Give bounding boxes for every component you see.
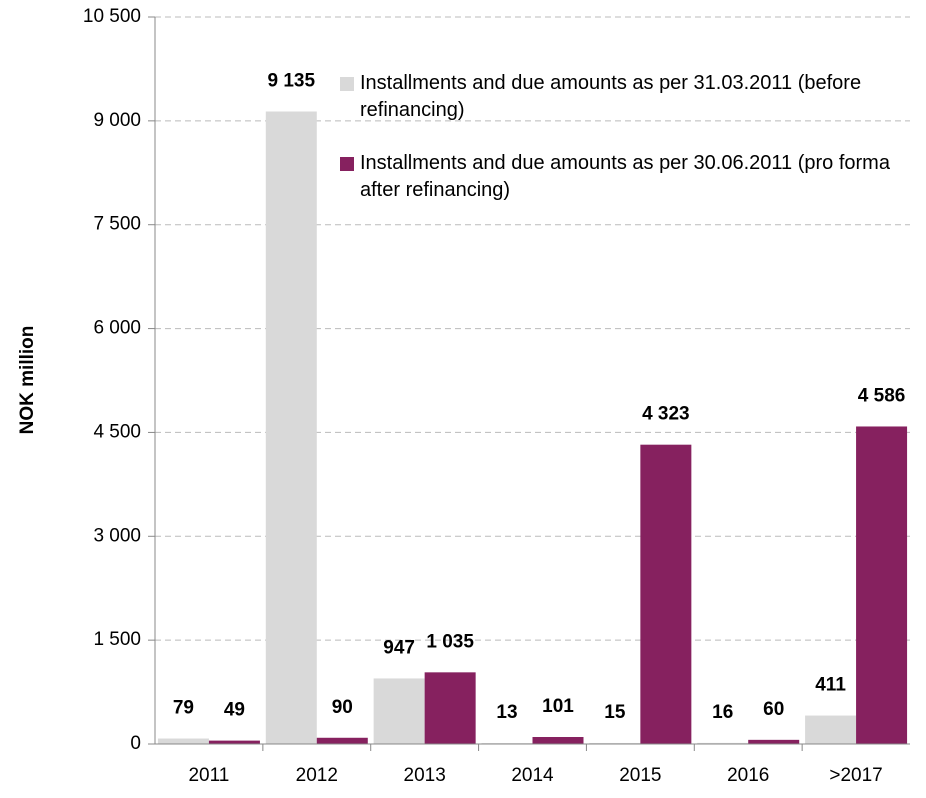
legend: Installments and due amounts as per 31.0… <box>340 70 900 230</box>
bar <box>748 739 800 744</box>
y-tick-label: 9 000 <box>93 110 141 131</box>
y-tick-label: 7 500 <box>93 214 141 235</box>
x-tick-label: 2012 <box>296 765 338 786</box>
bar <box>157 738 209 744</box>
y-tick-label: 6 000 <box>93 318 141 339</box>
data-label: 15 <box>604 702 626 723</box>
y-tick-label: 3 000 <box>93 525 141 546</box>
data-label: 16 <box>712 702 733 723</box>
data-label: 101 <box>542 696 574 717</box>
x-tick-label: 2015 <box>619 765 661 786</box>
bar <box>265 111 317 744</box>
bar <box>856 426 908 744</box>
data-label: 9 135 <box>268 71 316 92</box>
bar <box>208 740 260 744</box>
data-label: 90 <box>332 697 353 718</box>
data-label: 49 <box>224 700 245 721</box>
bar <box>424 672 476 744</box>
data-label: 4 586 <box>858 385 906 406</box>
y-tick-label: 10 500 <box>83 6 141 27</box>
x-tick-label: >2017 <box>829 765 882 786</box>
legend-swatch <box>340 77 354 91</box>
legend-label: Installments and due amounts as per 30.0… <box>360 152 890 201</box>
bar <box>640 444 692 744</box>
data-label: 13 <box>496 702 517 723</box>
y-tick-label: 1 500 <box>93 629 141 650</box>
legend-item: Installments and due amounts as per 31.0… <box>340 70 900 124</box>
data-label: 1 035 <box>426 631 474 652</box>
y-tick-label: 0 <box>130 733 141 754</box>
bar <box>589 742 641 744</box>
bar <box>697 742 749 744</box>
bar <box>805 715 857 744</box>
x-tick-label: 2016 <box>727 765 769 786</box>
y-tick-label: 4 500 <box>93 421 141 442</box>
data-label: 947 <box>383 637 415 658</box>
y-axis-label: NOK million <box>17 326 38 435</box>
data-label: 60 <box>763 699 784 720</box>
data-label: 4 323 <box>642 404 690 425</box>
legend-label: Installments and due amounts as per 31.0… <box>360 72 862 121</box>
bar <box>373 678 425 744</box>
x-tick-label: 2014 <box>511 765 554 786</box>
bar <box>316 737 368 744</box>
x-tick-label: 2011 <box>188 765 229 786</box>
legend-swatch <box>340 157 354 171</box>
bar <box>532 737 584 744</box>
legend-item: Installments and due amounts as per 30.0… <box>340 150 900 204</box>
data-label: 79 <box>173 698 194 719</box>
data-label: 411 <box>815 675 846 696</box>
x-tick-label: 2013 <box>404 765 446 786</box>
